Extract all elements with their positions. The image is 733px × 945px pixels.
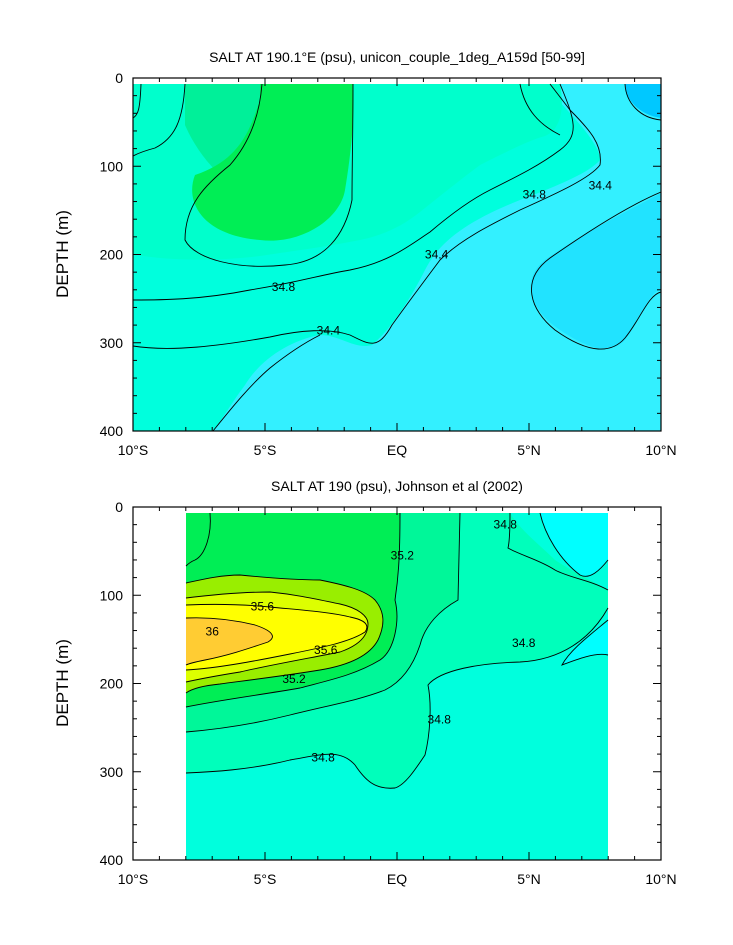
contour-line [133, 83, 601, 349]
y-tick-label: 200 [100, 676, 124, 692]
contour-label: 34.8 [494, 518, 518, 532]
contour-label: 35.6 [251, 600, 275, 614]
x-tick-label: 10°N [645, 871, 676, 887]
contour-line [519, 83, 561, 136]
panel-bottom-ylabel: DEPTH (m) [53, 639, 72, 727]
panel-bottom-ticks: 10°S 5°S EQ 5°N 10°N 0 100 200 300 400 [100, 499, 677, 887]
x-tick-label: 5°S [254, 442, 277, 458]
fill-band-34.6-e [562, 620, 608, 665]
x-tick-label: 10°S [118, 871, 149, 887]
contour-line [539, 512, 609, 577]
y-tick-label: 0 [115, 70, 123, 86]
contour-label: 35.6 [314, 643, 338, 657]
contour-label: 34.8 [428, 713, 452, 727]
y-tick-label: 0 [115, 499, 123, 515]
contour-line [133, 83, 574, 301]
contour-label: 35.2 [282, 672, 306, 686]
panel-top: SALT AT 190.1°E (psu), unicon_couple_1de… [53, 49, 677, 458]
panel-top-contour-labels: 34.8 34.8 34.4 34.4 34.4 [272, 179, 612, 338]
x-tick-label: EQ [387, 442, 407, 458]
contour-label: 34.8 [272, 280, 296, 294]
contour-label: 34.4 [425, 248, 449, 262]
contour-line [185, 591, 369, 683]
panel-top-title: SALT AT 190.1°E (psu), unicon_couple_1de… [209, 49, 585, 65]
x-tick-label: 10°N [645, 442, 676, 458]
contour-line [212, 334, 321, 431]
y-tick-label: 100 [100, 158, 124, 174]
contour-line [185, 617, 273, 666]
contour-label: 34.8 [523, 187, 547, 201]
contour-label: 34.4 [317, 323, 341, 337]
fill-band-34.4 [213, 84, 661, 431]
y-tick-label: 200 [100, 247, 124, 263]
panel-top-fill [133, 84, 661, 431]
contour-line [507, 512, 609, 591]
contour-label: 34.8 [311, 751, 335, 765]
y-tick-label: 100 [100, 587, 124, 603]
contour-line [133, 83, 186, 157]
contour-label: 34.8 [512, 636, 536, 650]
fill-band-34.2-north [625, 84, 661, 118]
y-tick-label: 300 [100, 335, 124, 351]
x-tick-label: EQ [387, 871, 407, 887]
contour-line [531, 191, 661, 350]
contour-line [185, 512, 461, 733]
panel-top-ylabel: DEPTH (m) [53, 210, 72, 298]
contour-label: 36 [206, 624, 220, 638]
contour-line [624, 83, 661, 121]
contour-line [185, 512, 401, 708]
panel-bottom-fill [186, 513, 608, 860]
contour-line [133, 83, 142, 119]
panel-bottom-contours [185, 512, 609, 789]
x-tick-label: 5°N [517, 442, 541, 458]
contour-line [184, 83, 354, 267]
panel-top-contours [133, 83, 661, 431]
contour-line [185, 574, 384, 694]
x-tick-label: 5°N [517, 871, 541, 887]
panel-bottom: SALT AT 190 (psu), Johnson et al (2002) [53, 478, 677, 887]
contour-line [185, 512, 211, 567]
panel-bottom-contour-labels: 34.8 35.2 35.6 36 35.6 34.8 35.2 34.8 34.8 [206, 518, 536, 765]
panel-top-ticks: 10°S 5°S EQ 5°N 10°N 0 100 200 300 400 [100, 70, 677, 458]
y-tick-label: 400 [100, 852, 124, 868]
fill-band-34.2-deep [530, 193, 661, 349]
contour-label: 35.2 [391, 549, 415, 563]
x-tick-label: 5°S [254, 871, 277, 887]
contour-line [185, 607, 609, 789]
fill-band-34.6-ne [540, 513, 608, 577]
y-tick-label: 400 [100, 423, 124, 439]
contour-label: 34.4 [589, 179, 613, 193]
x-tick-label: 10°S [118, 442, 149, 458]
fill-band-35.2 [192, 84, 354, 241]
y-tick-label: 300 [100, 764, 124, 780]
panel-bottom-title: SALT AT 190 (psu), Johnson et al (2002) [271, 478, 523, 494]
fill-band-36.0 [186, 617, 273, 665]
contour-line [185, 603, 368, 671]
contour-line [561, 619, 609, 666]
